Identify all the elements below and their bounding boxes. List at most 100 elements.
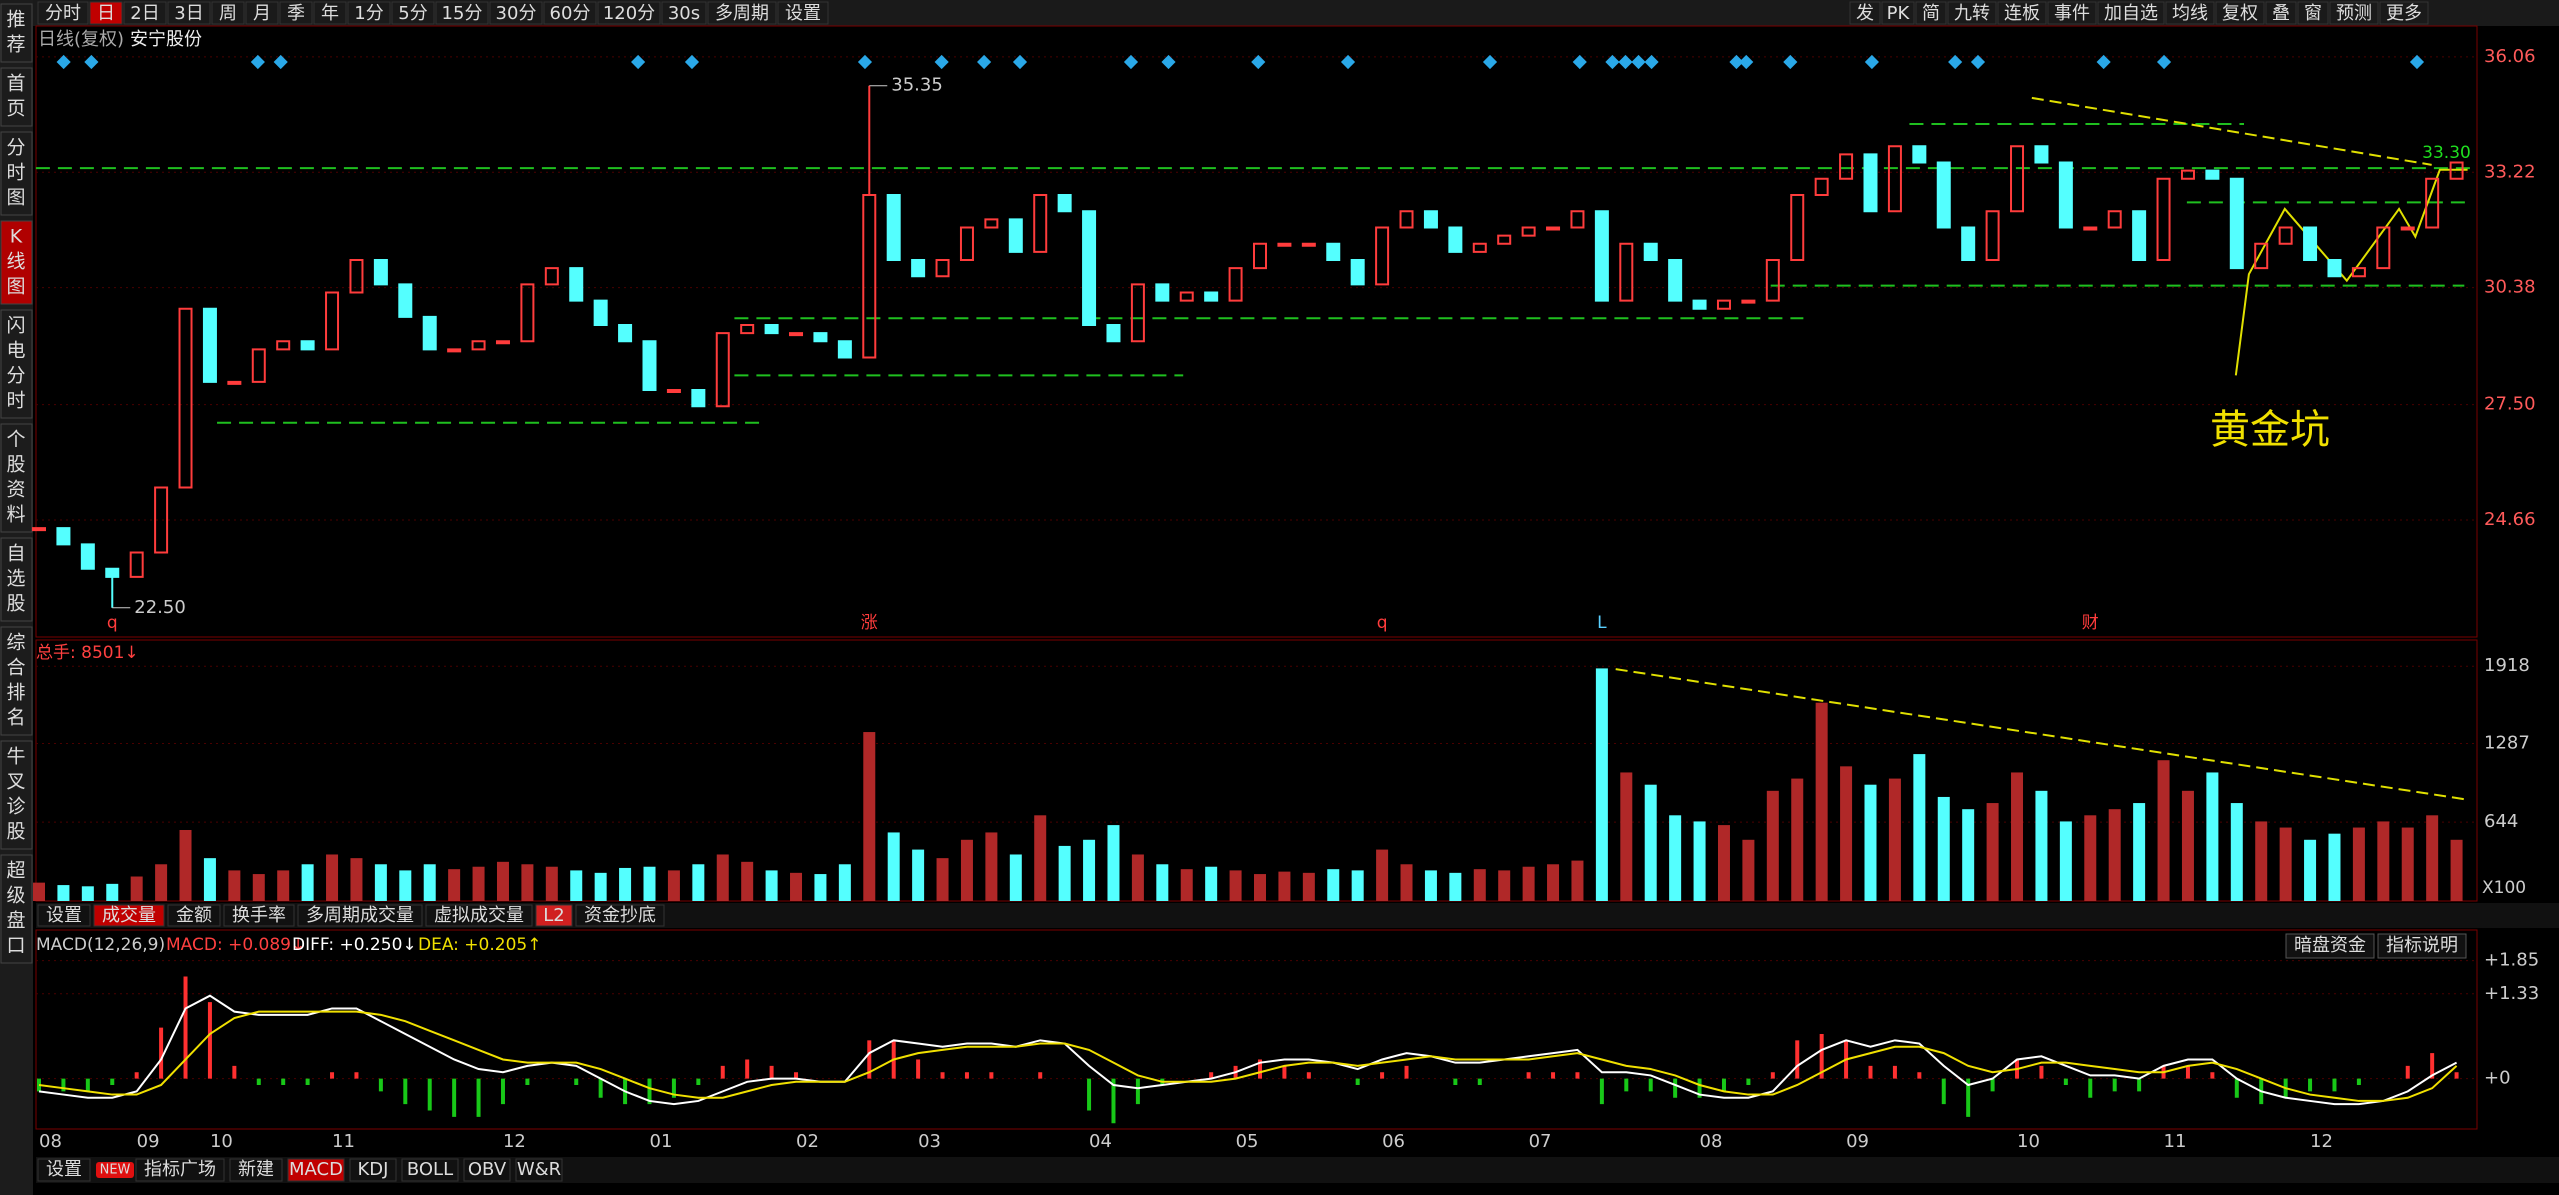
bottom-tab[interactable] xyxy=(287,1158,345,1182)
sidebar-char[interactable]: 料 xyxy=(6,504,25,526)
volume-tab-label[interactable]: L2 xyxy=(543,905,564,926)
bottom-tab-label[interactable]: 设置 xyxy=(46,1159,82,1180)
toolbar-label[interactable]: 复权 xyxy=(2222,3,2258,24)
sidebar-char[interactable]: 电 xyxy=(6,340,25,362)
toolbar-label[interactable]: 发 xyxy=(1856,3,1874,24)
toolbar-label[interactable]: 30s xyxy=(668,3,700,24)
toolbar-button[interactable] xyxy=(2329,1,2379,25)
sidebar-char[interactable]: 时 xyxy=(6,390,25,412)
sidebar-char[interactable]: 首 xyxy=(6,73,25,95)
volume-tab[interactable] xyxy=(297,904,423,927)
sidebar-item[interactable] xyxy=(0,220,33,305)
toolbar-label[interactable]: 叠 xyxy=(2272,3,2290,24)
toolbar-button[interactable] xyxy=(313,1,347,25)
toolbar-button[interactable] xyxy=(2215,1,2265,25)
bottom-tab-label[interactable]: NEW xyxy=(100,1163,131,1178)
toolbar-label[interactable]: 日 xyxy=(97,3,115,24)
toolbar-button[interactable] xyxy=(2297,1,2329,25)
sidebar-char[interactable]: 荐 xyxy=(6,34,25,56)
toolbar-label[interactable]: 事件 xyxy=(2054,3,2090,24)
bottom-tab[interactable] xyxy=(229,1158,283,1182)
sidebar-char[interactable]: 股 xyxy=(6,593,25,615)
sidebar-char[interactable]: 线 xyxy=(6,251,25,273)
volume-tab-label[interactable]: 多周期成交量 xyxy=(306,905,414,926)
sidebar-char[interactable]: 口 xyxy=(6,935,25,957)
sidebar-char[interactable]: 诊 xyxy=(6,796,25,818)
volume-tab-label[interactable]: 换手率 xyxy=(232,905,286,926)
bottom-tab[interactable] xyxy=(96,1162,134,1178)
toolbar-label[interactable]: 年 xyxy=(321,3,339,24)
toolbar-label[interactable]: 季 xyxy=(287,3,305,24)
toolbar-label[interactable]: 5分 xyxy=(398,3,427,24)
bottom-tab[interactable] xyxy=(135,1158,225,1182)
sidebar-char[interactable]: 叉 xyxy=(6,771,25,793)
volume-tab[interactable] xyxy=(167,904,221,927)
toolbar-label[interactable]: 30分 xyxy=(496,3,537,24)
toolbar-label[interactable]: 简 xyxy=(1922,3,1940,24)
bottom-tab-label[interactable]: MACD xyxy=(289,1159,343,1180)
toolbar-button[interactable] xyxy=(211,1,245,25)
volume-tab-label[interactable]: 成交量 xyxy=(102,905,156,926)
toolbar-label[interactable]: 连板 xyxy=(2004,3,2040,24)
sidebar-item[interactable] xyxy=(0,626,33,736)
volume-tab-label[interactable]: 设置 xyxy=(46,905,82,926)
toolbar-button[interactable] xyxy=(347,1,391,25)
volume-tab[interactable] xyxy=(575,904,665,927)
sidebar-char[interactable]: 闪 xyxy=(6,315,25,337)
sidebar-char[interactable]: 名 xyxy=(6,707,25,729)
toolbar-button[interactable] xyxy=(707,1,777,25)
sidebar-item[interactable] xyxy=(0,854,33,964)
sidebar-char[interactable]: 时 xyxy=(6,162,25,184)
toolbar-button[interactable] xyxy=(661,1,707,25)
sidebar-char[interactable]: 综 xyxy=(6,632,25,654)
toolbar-label[interactable]: 均线 xyxy=(2172,3,2208,24)
sidebar-char[interactable]: 选 xyxy=(6,568,25,590)
sidebar-item[interactable] xyxy=(0,740,33,850)
toolbar-label[interactable]: 1分 xyxy=(354,3,383,24)
toolbar-label[interactable]: 60分 xyxy=(550,3,591,24)
toolbar-label[interactable]: 15分 xyxy=(442,3,483,24)
toolbar-button[interactable] xyxy=(489,1,543,25)
volume-tab[interactable] xyxy=(223,904,295,927)
volume-tab[interactable] xyxy=(535,904,573,927)
sidebar-char[interactable]: 牛 xyxy=(6,746,25,768)
toolbar-label[interactable]: 分时 xyxy=(45,3,81,24)
sidebar-char[interactable]: 图 xyxy=(6,276,25,298)
toolbar-button[interactable] xyxy=(543,1,597,25)
toolbar-label[interactable]: 更多 xyxy=(2386,3,2422,24)
sidebar-char[interactable]: 资 xyxy=(6,479,25,501)
sidebar-char[interactable]: 推 xyxy=(6,9,25,31)
volume-tab[interactable] xyxy=(425,904,533,927)
toolbar-button[interactable] xyxy=(435,1,489,25)
bottom-tab[interactable] xyxy=(515,1158,563,1182)
sidebar-char[interactable]: 自 xyxy=(6,543,25,565)
sidebar-char[interactable]: 级 xyxy=(6,885,25,907)
sidebar-char[interactable]: 股 xyxy=(6,821,25,843)
sidebar-item[interactable] xyxy=(0,131,33,216)
toolbar-label[interactable]: 多周期 xyxy=(715,3,769,24)
toolbar-label[interactable]: 窗 xyxy=(2304,3,2322,24)
sidebar-item[interactable] xyxy=(0,537,33,622)
toolbar-label[interactable]: 月 xyxy=(253,3,271,24)
toolbar-button[interactable] xyxy=(2165,1,2215,25)
volume-tab[interactable] xyxy=(93,904,165,927)
bottom-tab-label[interactable]: KDJ xyxy=(358,1159,389,1180)
sidebar-char[interactable]: 超 xyxy=(6,860,25,882)
macd-button[interactable] xyxy=(2285,933,2375,959)
sidebar-char[interactable]: 页 xyxy=(6,98,25,120)
toolbar-label[interactable]: 预测 xyxy=(2336,3,2372,24)
sidebar-char[interactable]: 分 xyxy=(6,137,25,159)
toolbar-button[interactable] xyxy=(2047,1,2097,25)
toolbar-label[interactable]: PK xyxy=(1887,3,1911,24)
bottom-tab-label[interactable]: OBV xyxy=(468,1159,507,1180)
volume-tab[interactable] xyxy=(37,904,91,927)
bottom-tab[interactable] xyxy=(349,1158,397,1182)
sidebar-char[interactable]: K xyxy=(10,226,23,248)
toolbar-button[interactable] xyxy=(2265,1,2297,25)
volume-tab-label[interactable]: 虚拟成交量 xyxy=(434,905,524,926)
toolbar-button[interactable] xyxy=(89,1,123,25)
toolbar-button[interactable] xyxy=(1849,1,1881,25)
toolbar-button[interactable] xyxy=(1881,1,1915,25)
volume-tab-label[interactable]: 金额 xyxy=(176,905,212,926)
bottom-tab-label[interactable]: BOLL xyxy=(407,1159,453,1180)
